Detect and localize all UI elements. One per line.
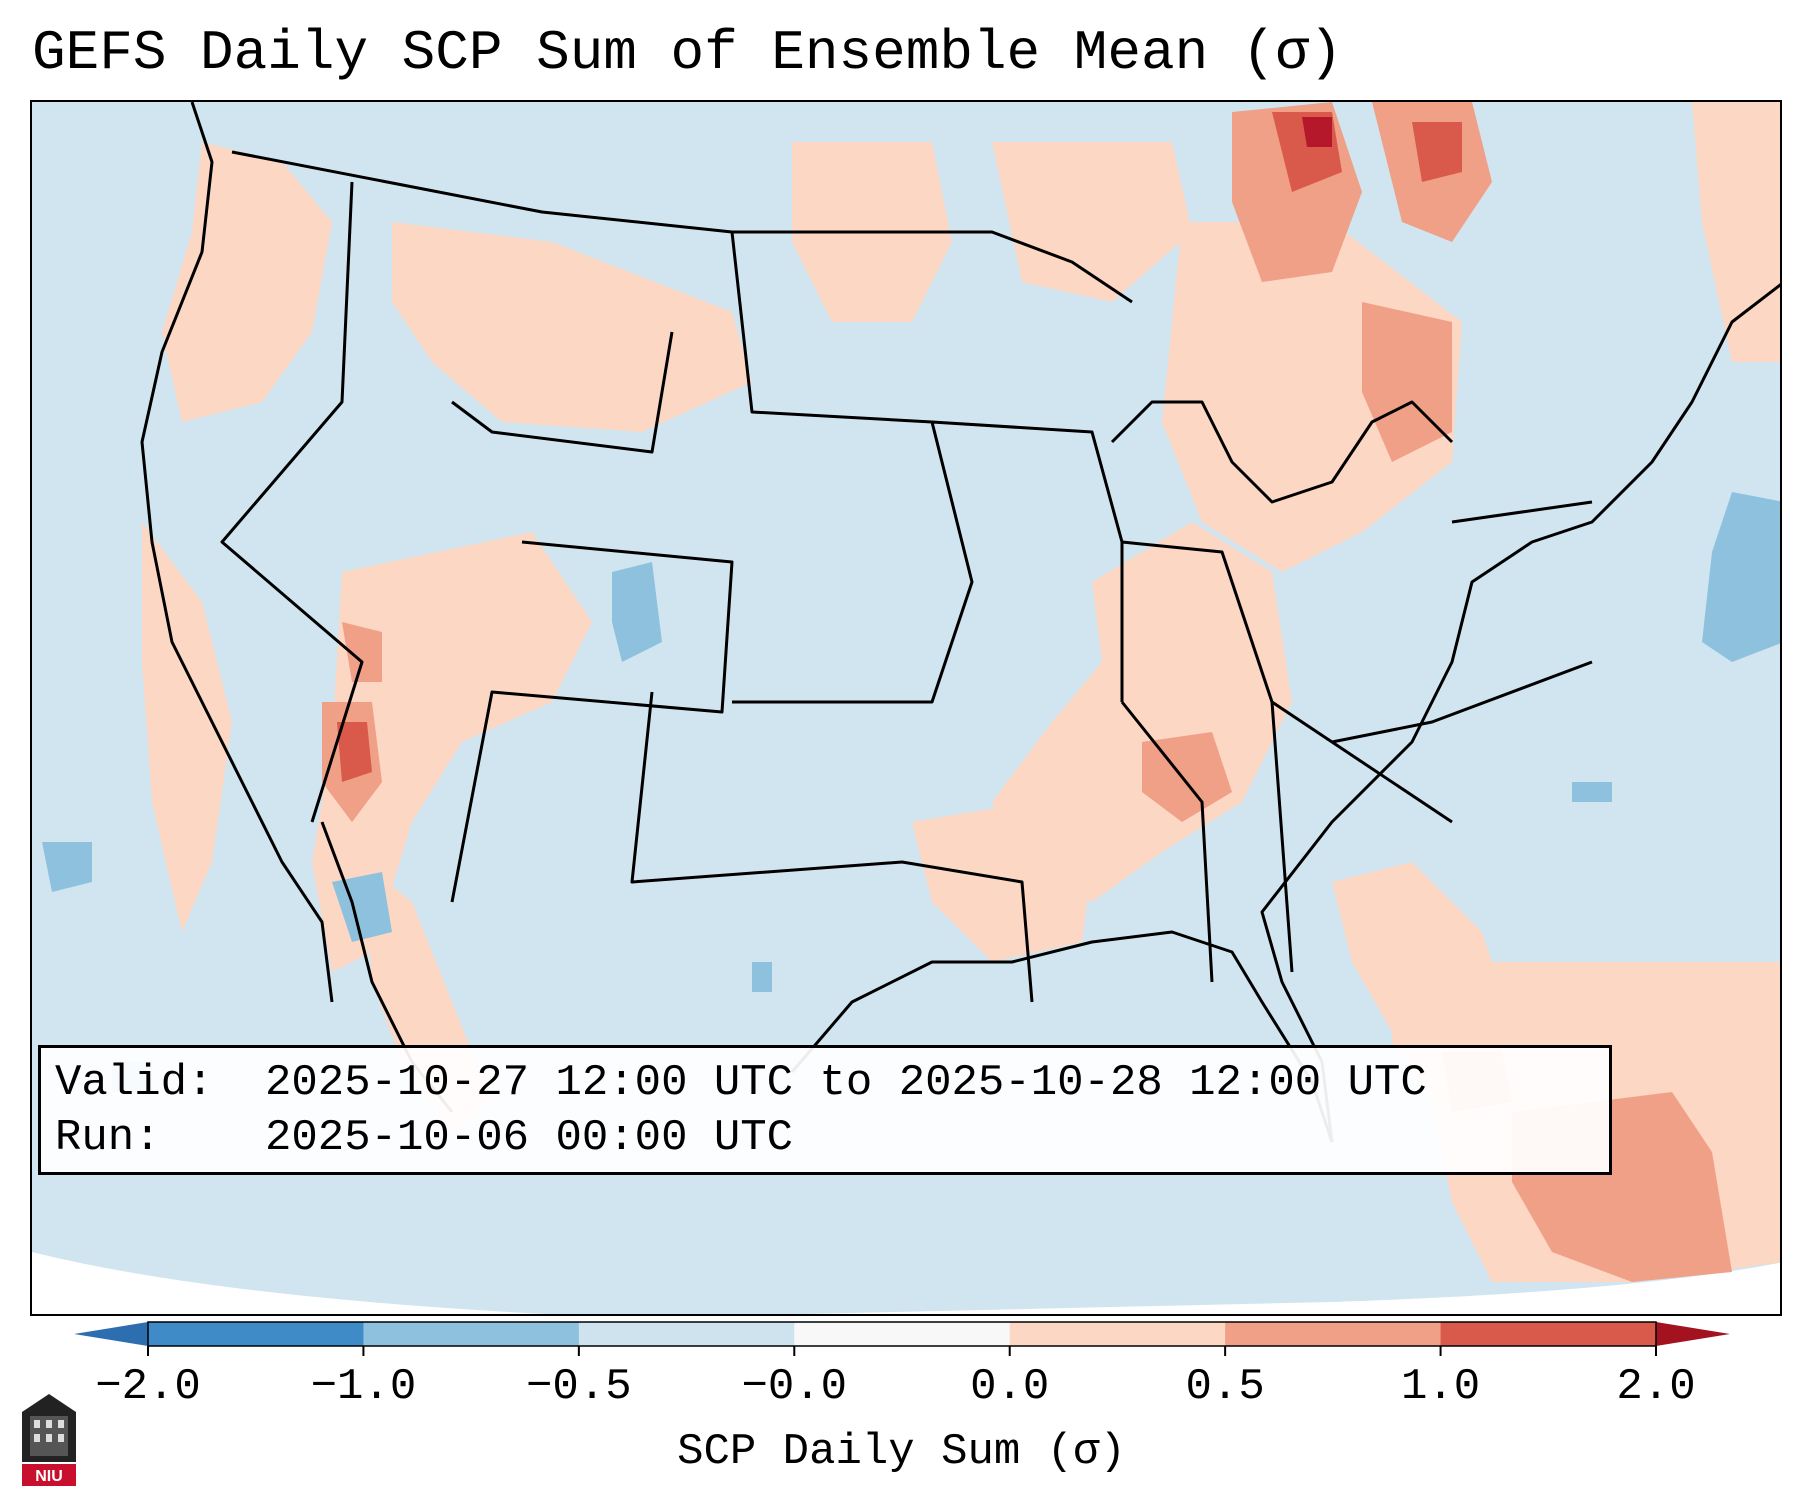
- quebec-max-region: [1412, 122, 1462, 182]
- run-line: Run: 2025-10-06 00:00 UTC: [55, 1111, 1595, 1166]
- ontario-extreme-region: [1302, 117, 1332, 147]
- quebec-region: [992, 142, 1192, 302]
- north-atlantic-region: [1692, 102, 1780, 362]
- colorbar-ticks: [147, 1346, 1657, 1356]
- anomaly-extreme-positive: [1302, 117, 1332, 147]
- pacific-negative-region: [42, 842, 92, 892]
- anomaly-low-positive: [142, 102, 1780, 1282]
- state-lines-east: [1120, 500, 1593, 983]
- canada-border: [231, 150, 1133, 304]
- colorbar-tick-label: −0.5: [526, 1362, 632, 1412]
- state-lines-central: [630, 231, 1124, 1003]
- run-label: Run:: [55, 1113, 161, 1163]
- colorbar-bin: [148, 1322, 364, 1346]
- state-lines-west: [220, 181, 734, 903]
- colorbar-tick-label: 0.0: [970, 1362, 1050, 1412]
- texas-negative-region: [752, 962, 772, 992]
- gulf-coast: [790, 930, 1334, 1143]
- map-canvas: [32, 102, 1780, 1314]
- colorado-region: [612, 562, 662, 662]
- utah-spot-region: [342, 622, 382, 682]
- colorbar-extend-high: [1656, 1322, 1730, 1346]
- run-value: 2025-10-06 00:00 UTC: [265, 1113, 794, 1163]
- ocean-negative-region: [1572, 782, 1612, 802]
- colorbar-tick-label: 2.0: [1616, 1362, 1696, 1412]
- idaho-montana-region: [392, 222, 752, 432]
- great-lakes-outline: [1110, 400, 1454, 504]
- colorbar-bin: [1440, 1322, 1657, 1346]
- boundaries: [140, 102, 1780, 1143]
- logo-text: NIU: [35, 1468, 63, 1485]
- mississippi-valley-region: [992, 522, 1292, 902]
- map-title: GEFS Daily SCP Sum of Ensemble Mean (σ): [32, 21, 1343, 85]
- colorbar-tick-label: −1.0: [310, 1362, 417, 1412]
- colorbar-bin: [363, 1322, 580, 1346]
- atlantic-negative-region: [1702, 492, 1780, 662]
- colorbar-tick-label: 1.0: [1400, 1362, 1481, 1412]
- great-lakes-east-region: [1362, 302, 1452, 462]
- colorbar-tick-label: 0.5: [1185, 1362, 1265, 1412]
- valid-line: Valid: 2025-10-27 12:00 UTC to 2025-10-28…: [55, 1056, 1595, 1111]
- colorbar-extend-low: [74, 1322, 148, 1346]
- valid-label: Valid:: [55, 1058, 214, 1108]
- map-panel: [30, 100, 1782, 1316]
- valid-value: 2025-10-27 12:00 UTC to 2025-10-28 12:00…: [265, 1058, 1427, 1108]
- nevada-max-region: [337, 722, 372, 782]
- atlantic-coast: [1260, 283, 1780, 1143]
- colorbar-tick-label: −2.0: [95, 1362, 201, 1412]
- niu-logo: NIU: [22, 1394, 76, 1486]
- colorbar-bin: [578, 1322, 795, 1346]
- colorbar-bins: [148, 1322, 1657, 1346]
- gulf-coast-region: [912, 802, 1092, 962]
- outside-domain: [32, 1252, 546, 1314]
- valid-run-box: Valid: 2025-10-27 12:00 UTC to 2025-10-28…: [38, 1045, 1612, 1175]
- colorbar-bin: [1009, 1322, 1226, 1346]
- california-coast-region: [142, 522, 232, 932]
- colorbar-bin: [794, 1322, 1011, 1346]
- colorbar-outline: [147, 1321, 1657, 1347]
- pacific-northwest-region: [162, 142, 332, 422]
- colorbar-bin: [1225, 1322, 1442, 1346]
- us-west-coast: [140, 102, 334, 1003]
- colorbar-label: SCP Daily Sum (σ): [677, 1427, 1126, 1477]
- colorbar-tick-label: −0.0: [741, 1362, 848, 1412]
